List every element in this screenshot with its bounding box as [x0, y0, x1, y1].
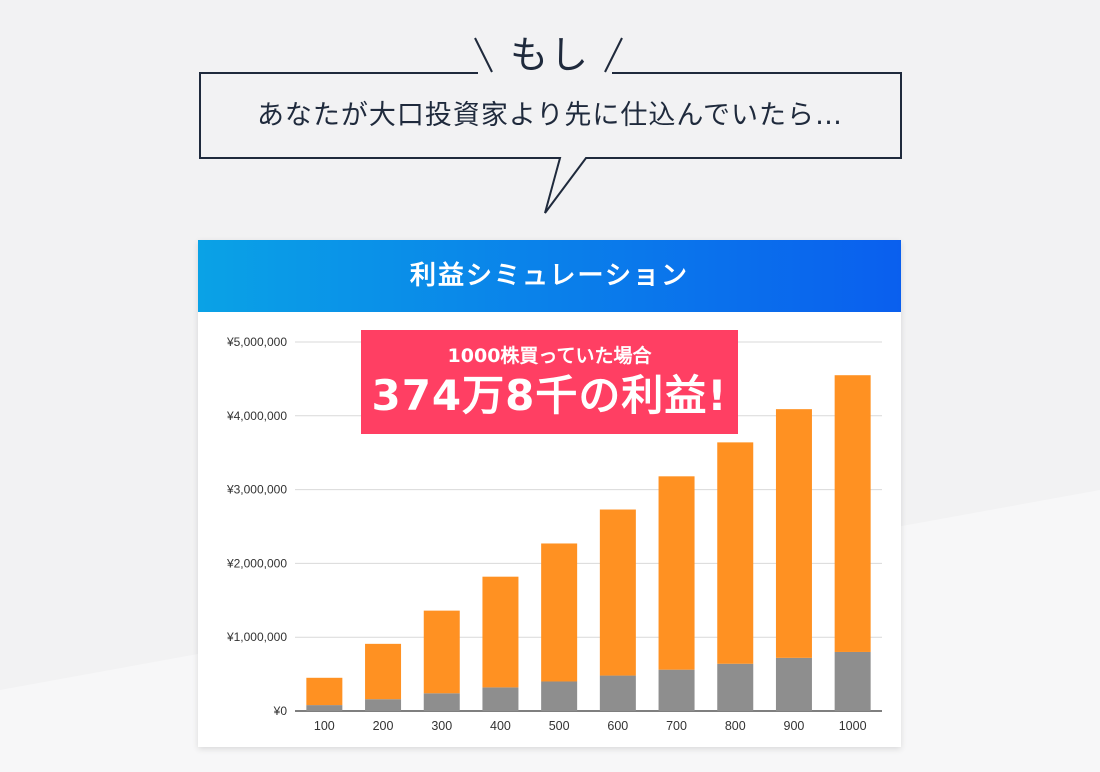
- bar-profit: [717, 442, 754, 664]
- callout-lead: もし: [509, 33, 590, 77]
- bar-profit: [834, 375, 871, 652]
- lead-slash-right: [604, 37, 623, 73]
- y-tick-label: ¥5,000,000: [226, 335, 287, 349]
- profit-badge: 1000株買っていた場合 374万8千の利益!: [361, 330, 738, 434]
- y-tick-label: ¥1,000,000: [226, 630, 287, 644]
- badge-line2: 374万8千の利益!: [371, 371, 728, 420]
- speech-bubble: [199, 37, 902, 214]
- bar-profit: [775, 409, 812, 658]
- x-tick-label: 500: [549, 719, 570, 733]
- bar-cost: [775, 657, 812, 711]
- bar-cost: [834, 651, 871, 711]
- bar-profit: [423, 610, 460, 694]
- y-tick-label: ¥3,000,000: [226, 483, 287, 497]
- x-tick-label: 1000: [839, 719, 867, 733]
- bar-profit: [306, 677, 343, 706]
- bar-cost: [717, 663, 754, 711]
- y-tick-label: ¥4,000,000: [226, 409, 287, 423]
- x-tick-label: 700: [666, 719, 687, 733]
- bar-cost: [365, 699, 402, 711]
- bar-cost: [658, 669, 695, 711]
- y-tick-label: ¥2,000,000: [226, 556, 287, 570]
- bar-profit: [365, 643, 402, 700]
- x-tick-label: 100: [314, 719, 335, 733]
- x-tick-label: 300: [431, 719, 452, 733]
- profit-simulation-card: 利益シミュレーション ¥0 ¥1,000,000 ¥2,000,000 ¥3,000,…: [198, 240, 901, 747]
- bar-profit: [599, 509, 636, 676]
- x-tick-label: 200: [373, 719, 394, 733]
- bar-cost: [541, 681, 578, 711]
- bar-cost: [599, 675, 636, 711]
- stacked-bar-chart: ¥0 ¥1,000,000 ¥2,000,000 ¥3,000,000 ¥4,000,0…: [226, 335, 882, 733]
- bar-cost: [423, 693, 460, 711]
- lead-slash-left: [474, 37, 493, 73]
- card-header: 利益シミュレーション: [198, 240, 901, 312]
- x-tick-label: 600: [607, 719, 628, 733]
- bar-cost: [306, 705, 343, 711]
- callout-text: あなたが大口投資家より先に仕込んでいたら…: [256, 100, 844, 131]
- x-tick-label: 900: [784, 719, 805, 733]
- bar-profit: [482, 576, 519, 688]
- badge-line1: 1000株買っていた場合: [447, 345, 652, 367]
- bar-cost: [482, 687, 519, 711]
- bar-profit: [658, 476, 695, 670]
- x-tick-label: 400: [490, 719, 511, 733]
- bar-profit: [541, 543, 578, 682]
- bubble-outline: [199, 72, 902, 214]
- x-tick-label: 800: [725, 719, 746, 733]
- y-tick-label: ¥0: [273, 704, 288, 718]
